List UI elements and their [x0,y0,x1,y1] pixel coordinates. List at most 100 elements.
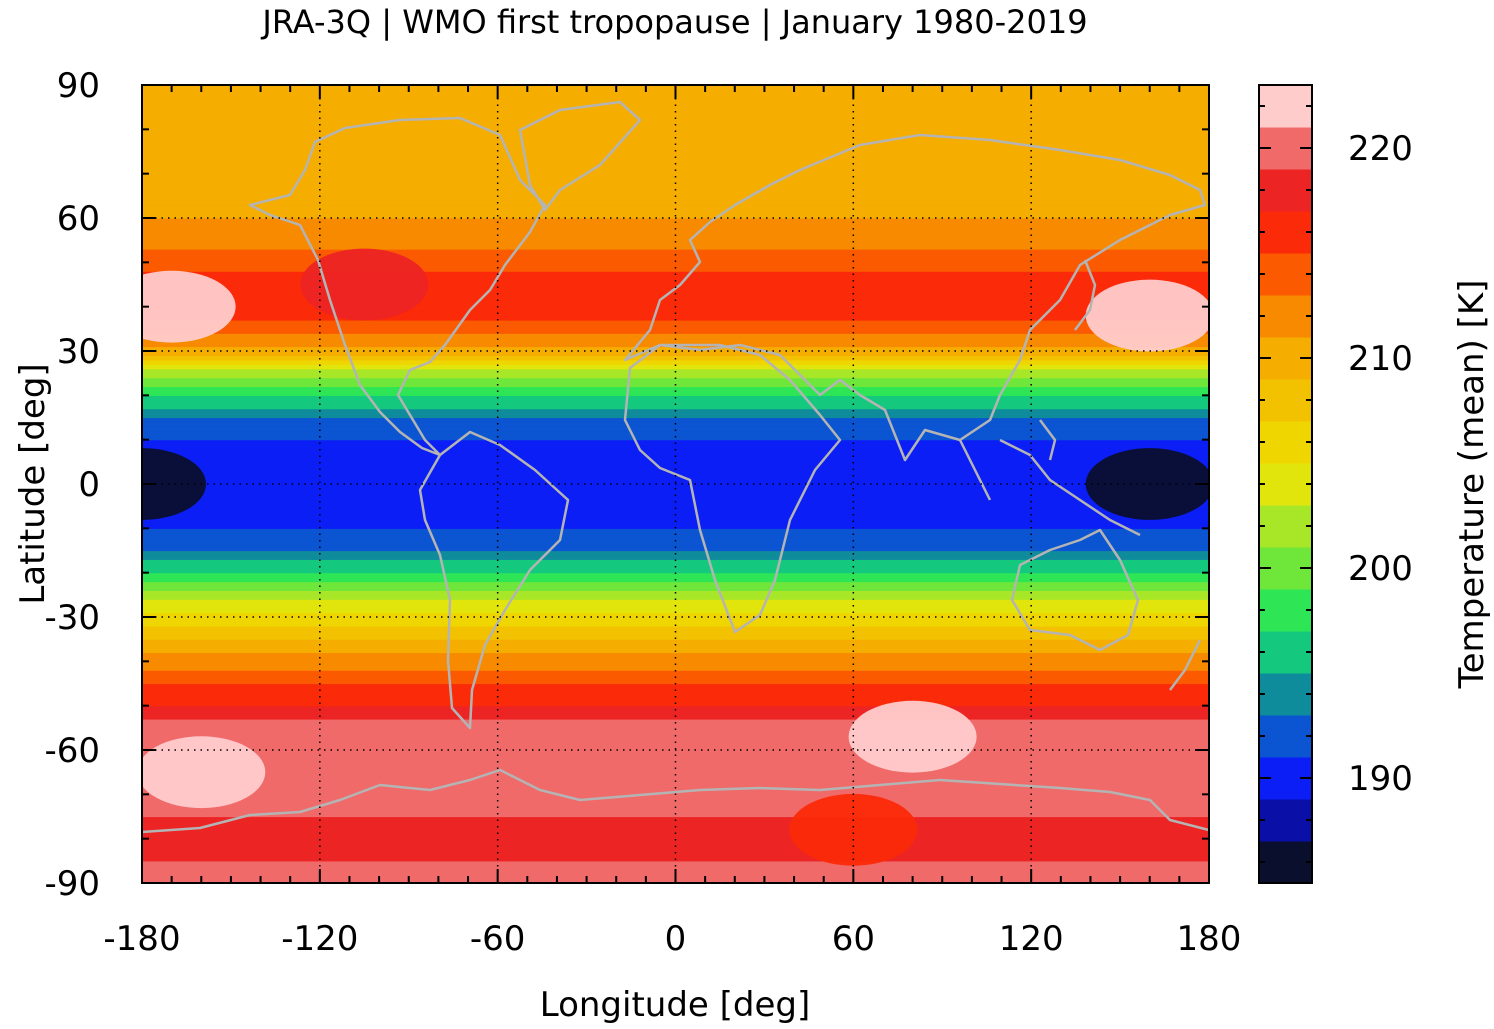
band-cell [142,781,1209,787]
band-cell [142,851,1209,857]
band-cell [142,151,1209,157]
band-cell [142,169,1209,175]
band-cell [142,652,1209,658]
coastline-japan-nz [1074,259,1202,691]
coastline-australia [1010,528,1140,652]
coastline-north-america [248,116,547,457]
band-cell [142,178,1209,184]
band-cell [142,328,1209,334]
anomaly-features [142,248,1209,866]
band-cell [142,351,1209,357]
colorbar-level [1259,841,1312,884]
band-cell [142,359,1209,365]
y-tick-label: -90 [44,864,100,904]
temperature-anomaly [848,700,977,773]
band-cell [142,838,1209,844]
band-cell [142,98,1209,104]
band-cell [142,209,1209,215]
y-tick-label: -30 [44,598,100,638]
colorbar-levels [1259,85,1312,884]
colorbar-level [1259,379,1312,422]
y-tick-label: -60 [44,731,100,771]
band-cell [142,426,1209,432]
band-cell [142,741,1209,747]
colorbar: 190 200 210 220 [1258,84,1413,884]
x-tick-label: 120 [999,919,1064,959]
band-cell [142,807,1209,813]
band-cell [142,306,1209,312]
band-cell [142,386,1209,392]
band-cell [142,333,1209,339]
band-cell [142,825,1209,831]
band-cell [142,621,1209,627]
colorbar-label: Temperature (mean) [K] [1452,280,1492,690]
band-cell [142,834,1209,840]
band-cell [142,142,1209,148]
colorbar-tick-label: 200 [1348,549,1413,589]
colorbar-level [1259,631,1312,674]
colorbar-level [1259,253,1312,296]
band-cell [142,280,1209,286]
band-cell [142,457,1209,463]
colorbar-level [1259,715,1312,758]
band-cell [142,816,1209,822]
band-cell [142,302,1209,308]
band-cell [142,293,1209,299]
band-cell [142,249,1209,255]
band-cell [142,847,1209,853]
coastlines [142,100,1209,834]
band-cell [142,554,1209,560]
band-cell [142,266,1209,272]
band-cell [142,390,1209,396]
x-tick-label: 180 [1177,919,1242,959]
band-cell [142,235,1209,241]
band-cell [142,364,1209,370]
band-cell [142,665,1209,671]
band-cell [142,723,1209,729]
temperature-anomaly [300,248,429,321]
x-tick-label: -180 [103,919,180,959]
band-cell [142,430,1209,436]
coastline-se-asia [958,419,1141,537]
band-cell [142,195,1209,201]
band-cell [142,501,1209,507]
band-cell [142,794,1209,800]
band-cell [142,696,1209,702]
band-cell [142,750,1209,756]
coastline-africa [623,343,842,634]
temperature-anomaly [1085,448,1209,520]
band-cell [142,679,1209,685]
band-cell [142,820,1209,826]
band-cell [142,625,1209,631]
band-cell [142,155,1209,161]
band-cell [142,767,1209,773]
y-tick-label: 90 [57,66,100,106]
band-cell [142,528,1209,534]
band-cell [142,865,1209,871]
colorbar-level [1259,799,1312,842]
band-cell [142,315,1209,321]
colorbar-level [1259,211,1312,254]
band-cell [142,497,1209,503]
band-cell [142,705,1209,711]
band-cell [142,860,1209,866]
band-cell [142,634,1209,640]
colorbar-ticks: 190 200 210 220 [1259,105,1413,863]
band-cell [142,138,1209,144]
y-axis-label: Latitude [deg] [13,363,53,604]
band-cell [142,337,1209,343]
band-cell [142,448,1209,454]
band-cell [142,355,1209,361]
band-cell [142,736,1209,742]
band-cell [142,452,1209,458]
band-cell [142,373,1209,379]
band-cell [142,714,1209,720]
band-cell [142,413,1209,419]
band-cell [142,257,1209,263]
band-cell [142,656,1209,662]
band-cell [142,617,1209,623]
band-cell [142,732,1209,738]
x-axis-label: Longitude [deg] [540,985,811,1025]
band-cell [142,288,1209,294]
